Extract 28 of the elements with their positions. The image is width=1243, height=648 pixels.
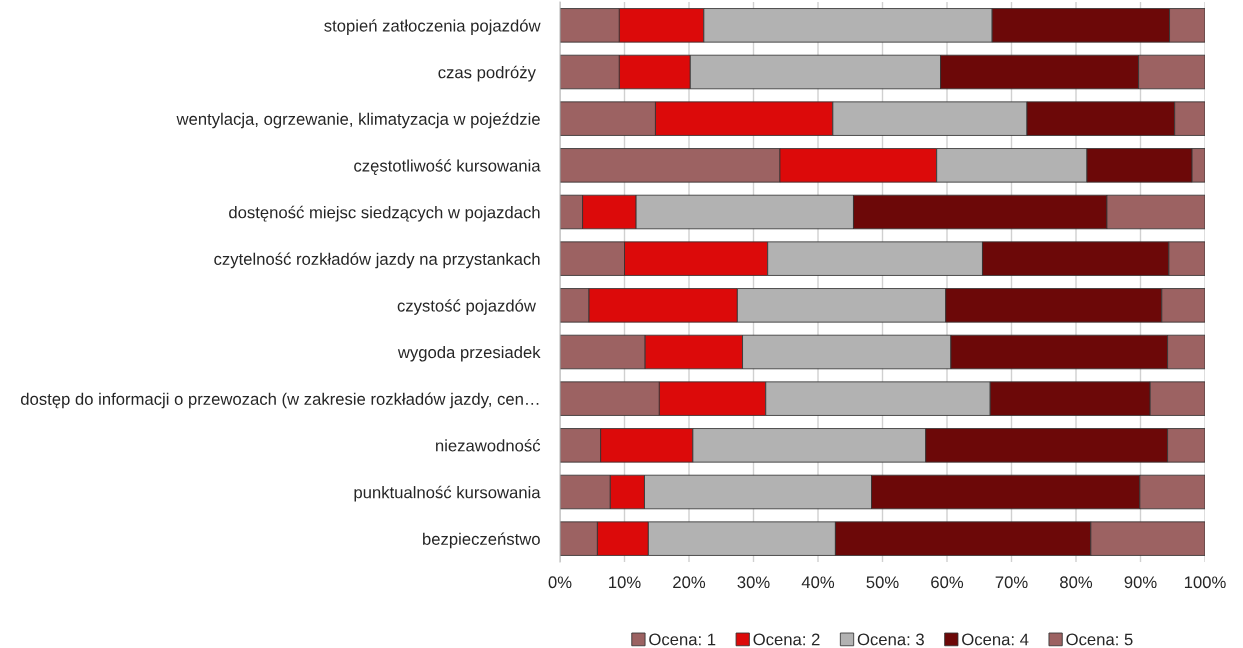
y-tick-label: niezawodność	[436, 439, 541, 452]
x-tick-label: 20%	[673, 576, 706, 589]
x-tick-label: 10%	[609, 576, 641, 589]
y-tick-label: czas podróży	[438, 65, 536, 82]
x-tick-label: 100%	[1184, 576, 1226, 589]
y-tick-label: wentylacja, ogrzewanie, klimatyzacja w pojeździe	[176, 112, 540, 129]
x-tick-label: 0%	[548, 576, 572, 589]
y-tick-label: czystość pojazdów	[397, 299, 536, 315]
y-tick-label: częstotliwość kursowania	[354, 159, 541, 175]
y-tick-label: stopień zatłoczenia pojazdów	[324, 19, 541, 35]
legend-label: Ocena: 2	[753, 633, 820, 646]
y-tick-label: czytelność rozkładów jazdy na przystankach	[214, 252, 540, 269]
legend-label: Ocena: 5	[1066, 633, 1133, 646]
legend-label: Ocena: 3	[857, 633, 924, 646]
x-tick-label: 50%	[866, 576, 899, 589]
y-tick-label: dostęp do informacji o przewozach (w zakresie rozkładów jazdy, cen…	[20, 392, 539, 409]
y-tick-label: wygoda przesiadek	[397, 345, 541, 362]
y-tick-label: bezpieczeństwo	[423, 532, 540, 549]
y-tick-label: dostęność miejsc siedzących w pojazdach	[229, 205, 540, 222]
x-tick-label: 60%	[931, 576, 964, 589]
y-tick-label: punktualność kursowania	[354, 485, 541, 502]
x-tick-label: 80%	[1060, 576, 1093, 589]
legend-label: Ocena: 4	[962, 633, 1029, 646]
legend-label: Ocena: 1	[649, 633, 716, 646]
x-tick-label: 30%	[737, 576, 770, 589]
x-tick-label: 40%	[801, 576, 835, 589]
x-tick-label: 70%	[995, 576, 1028, 589]
x-tick-label: 90%	[1124, 576, 1157, 589]
